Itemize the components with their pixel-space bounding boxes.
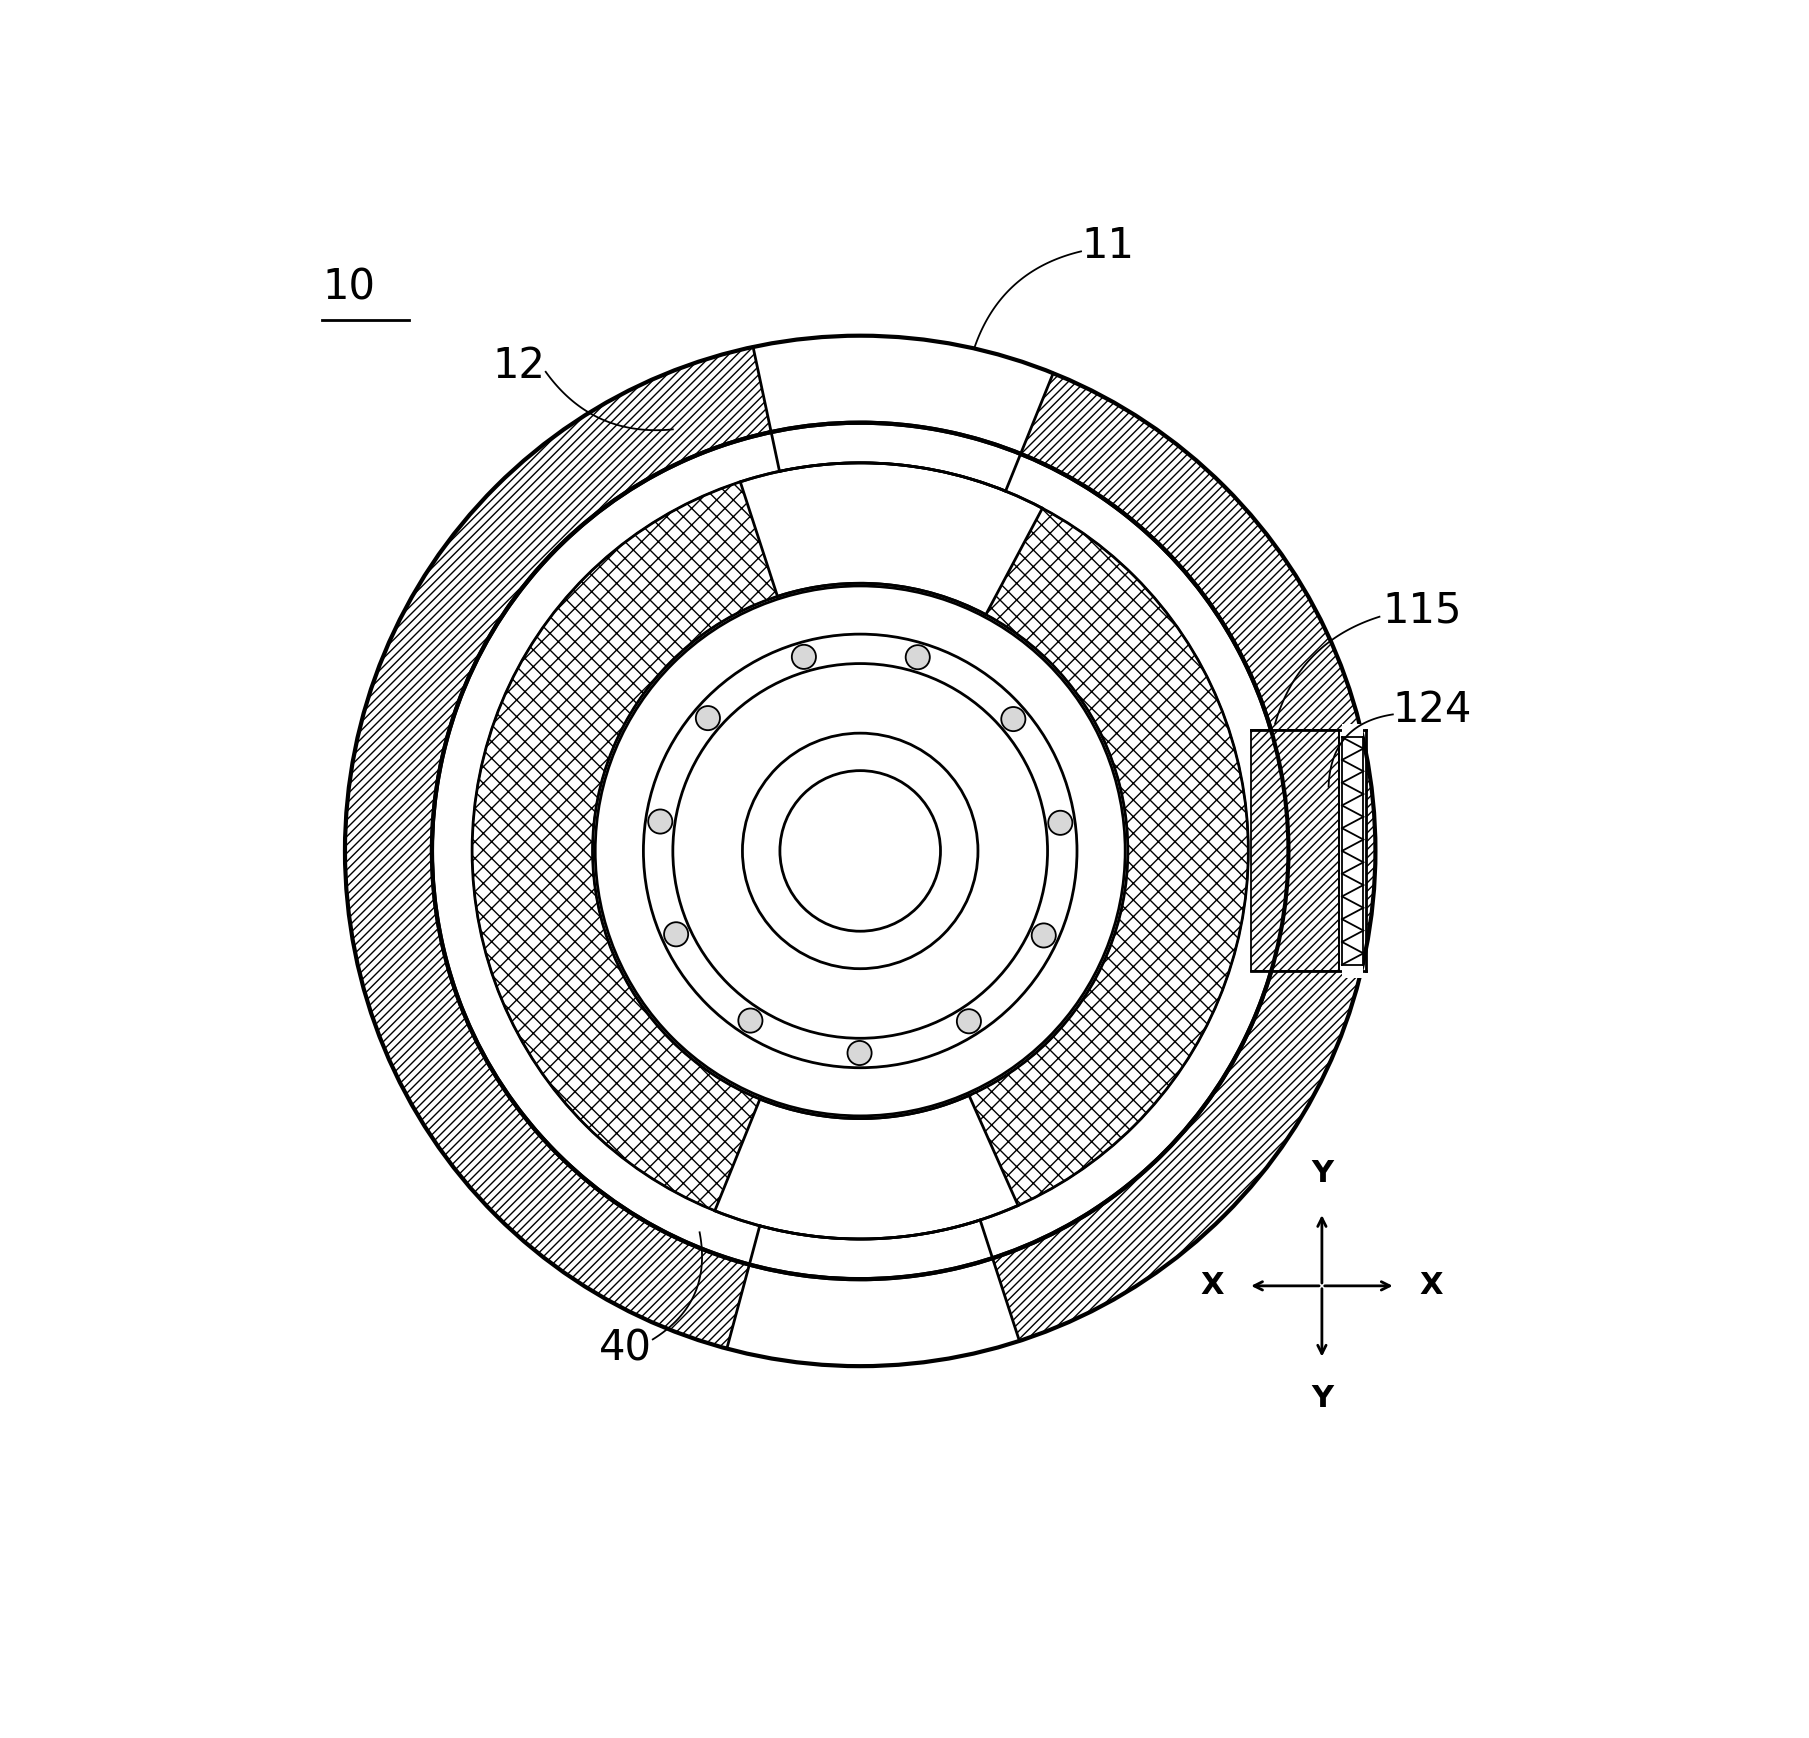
Text: Y: Y [1312, 1159, 1333, 1189]
Text: 10: 10 [322, 268, 374, 309]
Circle shape [957, 1010, 980, 1034]
Text: 12: 12 [492, 346, 545, 388]
Circle shape [595, 586, 1125, 1116]
Circle shape [1000, 707, 1026, 732]
Wedge shape [472, 462, 1248, 1239]
Wedge shape [346, 335, 1375, 1366]
Circle shape [792, 645, 816, 669]
Wedge shape [713, 1090, 1020, 1246]
Wedge shape [725, 1251, 1022, 1373]
Text: X: X [1420, 1272, 1444, 1300]
Polygon shape [1252, 730, 1366, 972]
Circle shape [742, 733, 979, 968]
Text: X: X [1201, 1272, 1225, 1300]
Circle shape [696, 706, 720, 730]
Wedge shape [738, 455, 1046, 620]
Circle shape [644, 634, 1076, 1067]
Circle shape [664, 923, 687, 947]
Circle shape [673, 664, 1047, 1038]
Text: 40: 40 [599, 1328, 653, 1370]
Wedge shape [753, 328, 1056, 461]
Circle shape [1031, 923, 1056, 947]
Circle shape [1047, 810, 1073, 834]
Text: 124: 124 [1393, 690, 1473, 732]
Circle shape [738, 1008, 762, 1032]
Polygon shape [1252, 730, 1339, 972]
Text: Y: Y [1312, 1383, 1333, 1413]
Circle shape [648, 810, 673, 834]
Text: 11: 11 [1082, 224, 1134, 268]
Circle shape [906, 645, 930, 669]
Polygon shape [1342, 723, 1364, 978]
Text: 115: 115 [1382, 589, 1462, 631]
Circle shape [847, 1041, 872, 1065]
Circle shape [780, 770, 941, 932]
